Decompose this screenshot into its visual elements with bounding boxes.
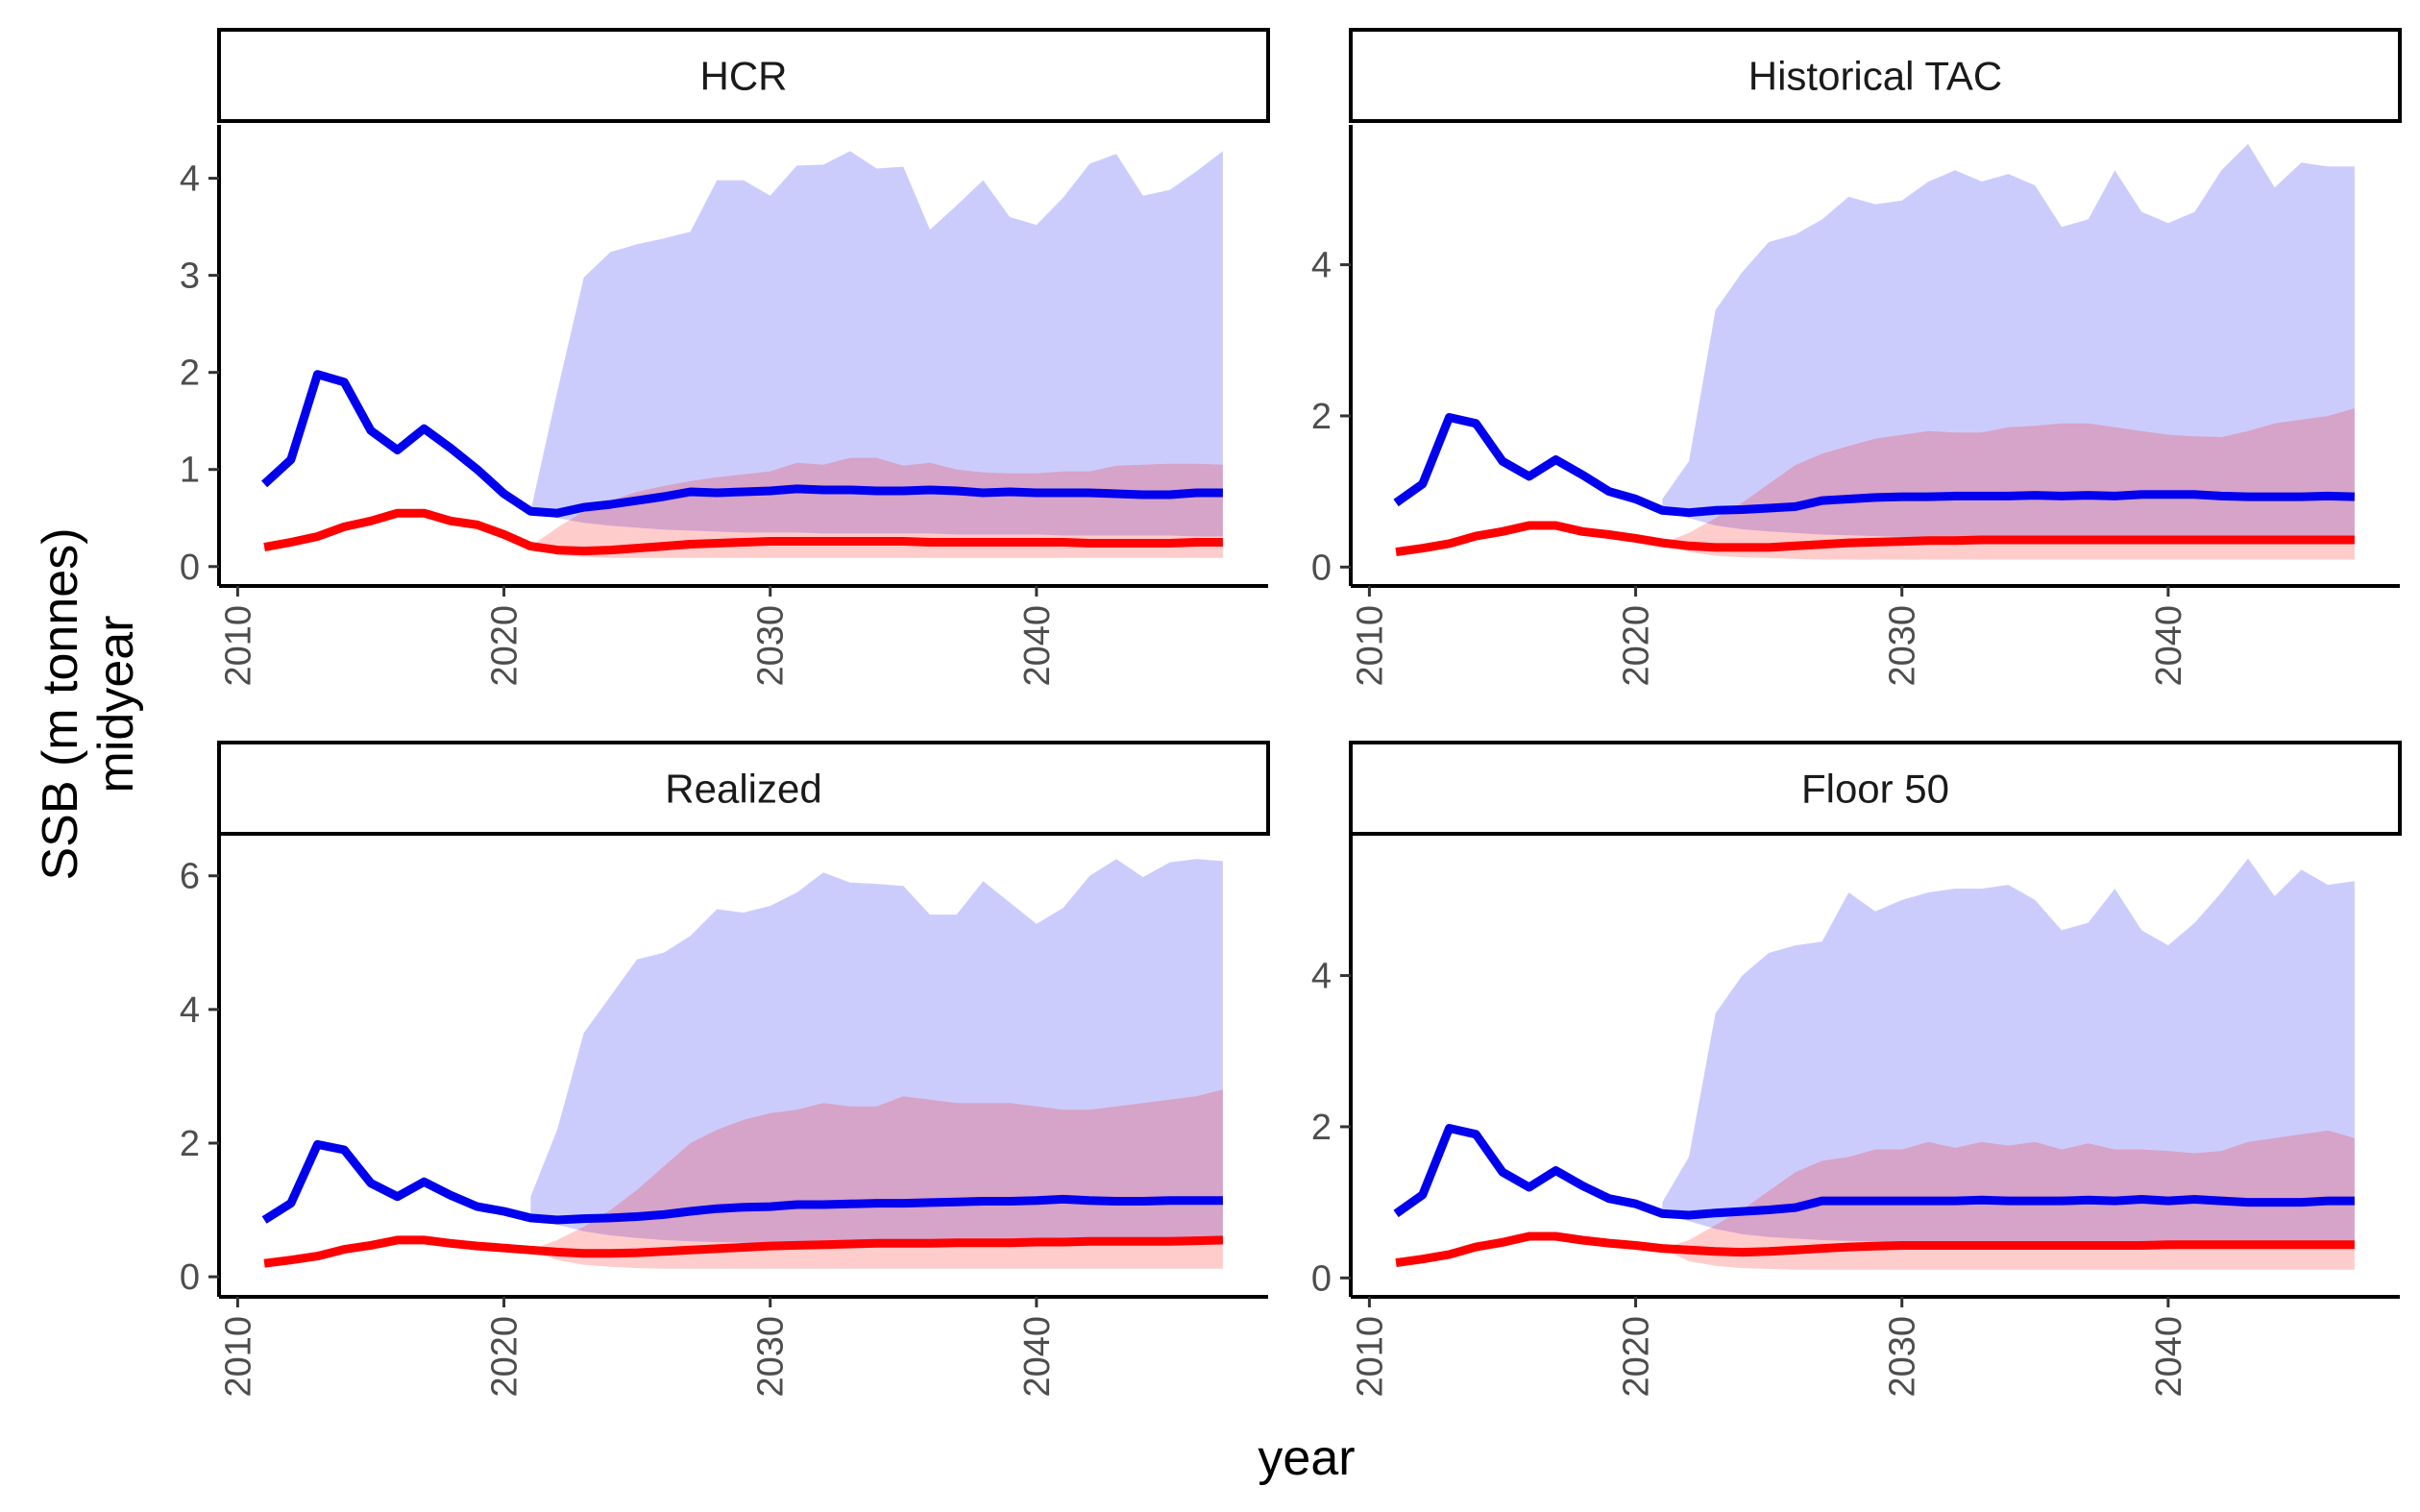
x-tick-label: 2030 (1883, 605, 1923, 687)
y-tick-label: 1 (180, 451, 200, 491)
y-tick-label: 6 (180, 857, 200, 897)
facet-strip (217, 741, 1270, 836)
x-tick-label: 2020 (485, 1316, 526, 1398)
y-tick-label: 4 (180, 159, 200, 200)
red-uncertainty-band (530, 457, 1223, 558)
y-tick-label: 4 (1311, 246, 1332, 286)
x-tick-label: 2040 (1017, 1316, 1058, 1398)
red-median-line (1395, 1232, 2355, 1268)
y-tick-label: 4 (1311, 957, 1332, 997)
y-axis-title-line-2: midyear (88, 616, 144, 793)
panel-realized: Realized 0 2 4 6 2010 2020 2030 2040 (180, 741, 1270, 1398)
blue-uncertainty-band (1662, 858, 2355, 1245)
x-tick-label: 2040 (2149, 605, 2189, 687)
y-tick-label: 2 (180, 1124, 200, 1164)
red-uncertainty-band (1662, 408, 2355, 560)
y-tick-label: 2 (1311, 1108, 1332, 1148)
x-tick-label: 2010 (218, 1316, 258, 1398)
facet-strip (1349, 28, 2402, 123)
blue-uncertainty-band (530, 859, 1223, 1245)
x-tick-label: 2010 (1350, 1316, 1390, 1398)
blue-median-line (261, 370, 1223, 518)
x-tick-label: 2010 (218, 605, 258, 687)
y-tick-label: 2 (180, 354, 200, 394)
y-tick-label: 3 (180, 256, 200, 297)
x-axis-title: year (1258, 1430, 1355, 1486)
blue-median-line (1393, 413, 2356, 518)
facet-strip (217, 28, 1270, 123)
panel-historical-tac: Historical TAC 0 2 4 2010 2020 2030 2040 (1311, 28, 2402, 687)
y-tick-label: 0 (180, 1257, 200, 1298)
red-median-line (263, 1235, 1224, 1268)
x-tick-label: 2040 (1017, 605, 1058, 687)
x-tick-label: 2030 (751, 1316, 792, 1398)
panel-hcr: HCR 0 1 2 3 4 2010 2020 2030 2040 (180, 28, 1270, 687)
red-uncertainty-band (530, 1089, 1223, 1269)
y-tick-label: 0 (1311, 1258, 1332, 1299)
y-axis-title-line-1: SSB (m tonnes) (33, 527, 88, 880)
blue-uncertainty-band (530, 151, 1223, 537)
y-tick-label: 4 (180, 990, 200, 1031)
blue-median-line (1393, 1124, 2355, 1220)
x-tick-label: 2030 (751, 605, 792, 687)
facet-title: Historical TAC (1748, 54, 2003, 99)
facet-title: Floor 50 (1801, 767, 1949, 812)
blue-uncertainty-band (1662, 143, 2355, 540)
red-median-line (1395, 521, 2355, 557)
x-tick-label: 2040 (2149, 1316, 2189, 1398)
panel-floor-50: Floor 50 0 2 4 2010 2020 2030 2040 (1311, 741, 2402, 1398)
blue-median-line (261, 1139, 1223, 1225)
x-tick-label: 2020 (1617, 1316, 1657, 1398)
x-tick-label: 2010 (1350, 605, 1390, 687)
x-tick-label: 2030 (1883, 1316, 1923, 1398)
facet-title: Realized (665, 767, 821, 812)
facet-strip (1349, 741, 2402, 836)
y-tick-label: 2 (1311, 397, 1332, 437)
facet-title: HCR (700, 54, 788, 99)
y-tick-label: 0 (180, 548, 200, 588)
y-tick-label: 0 (1311, 548, 1332, 588)
red-median-line (263, 508, 1223, 556)
x-tick-label: 2020 (485, 605, 526, 687)
x-tick-label: 2020 (1617, 605, 1657, 687)
